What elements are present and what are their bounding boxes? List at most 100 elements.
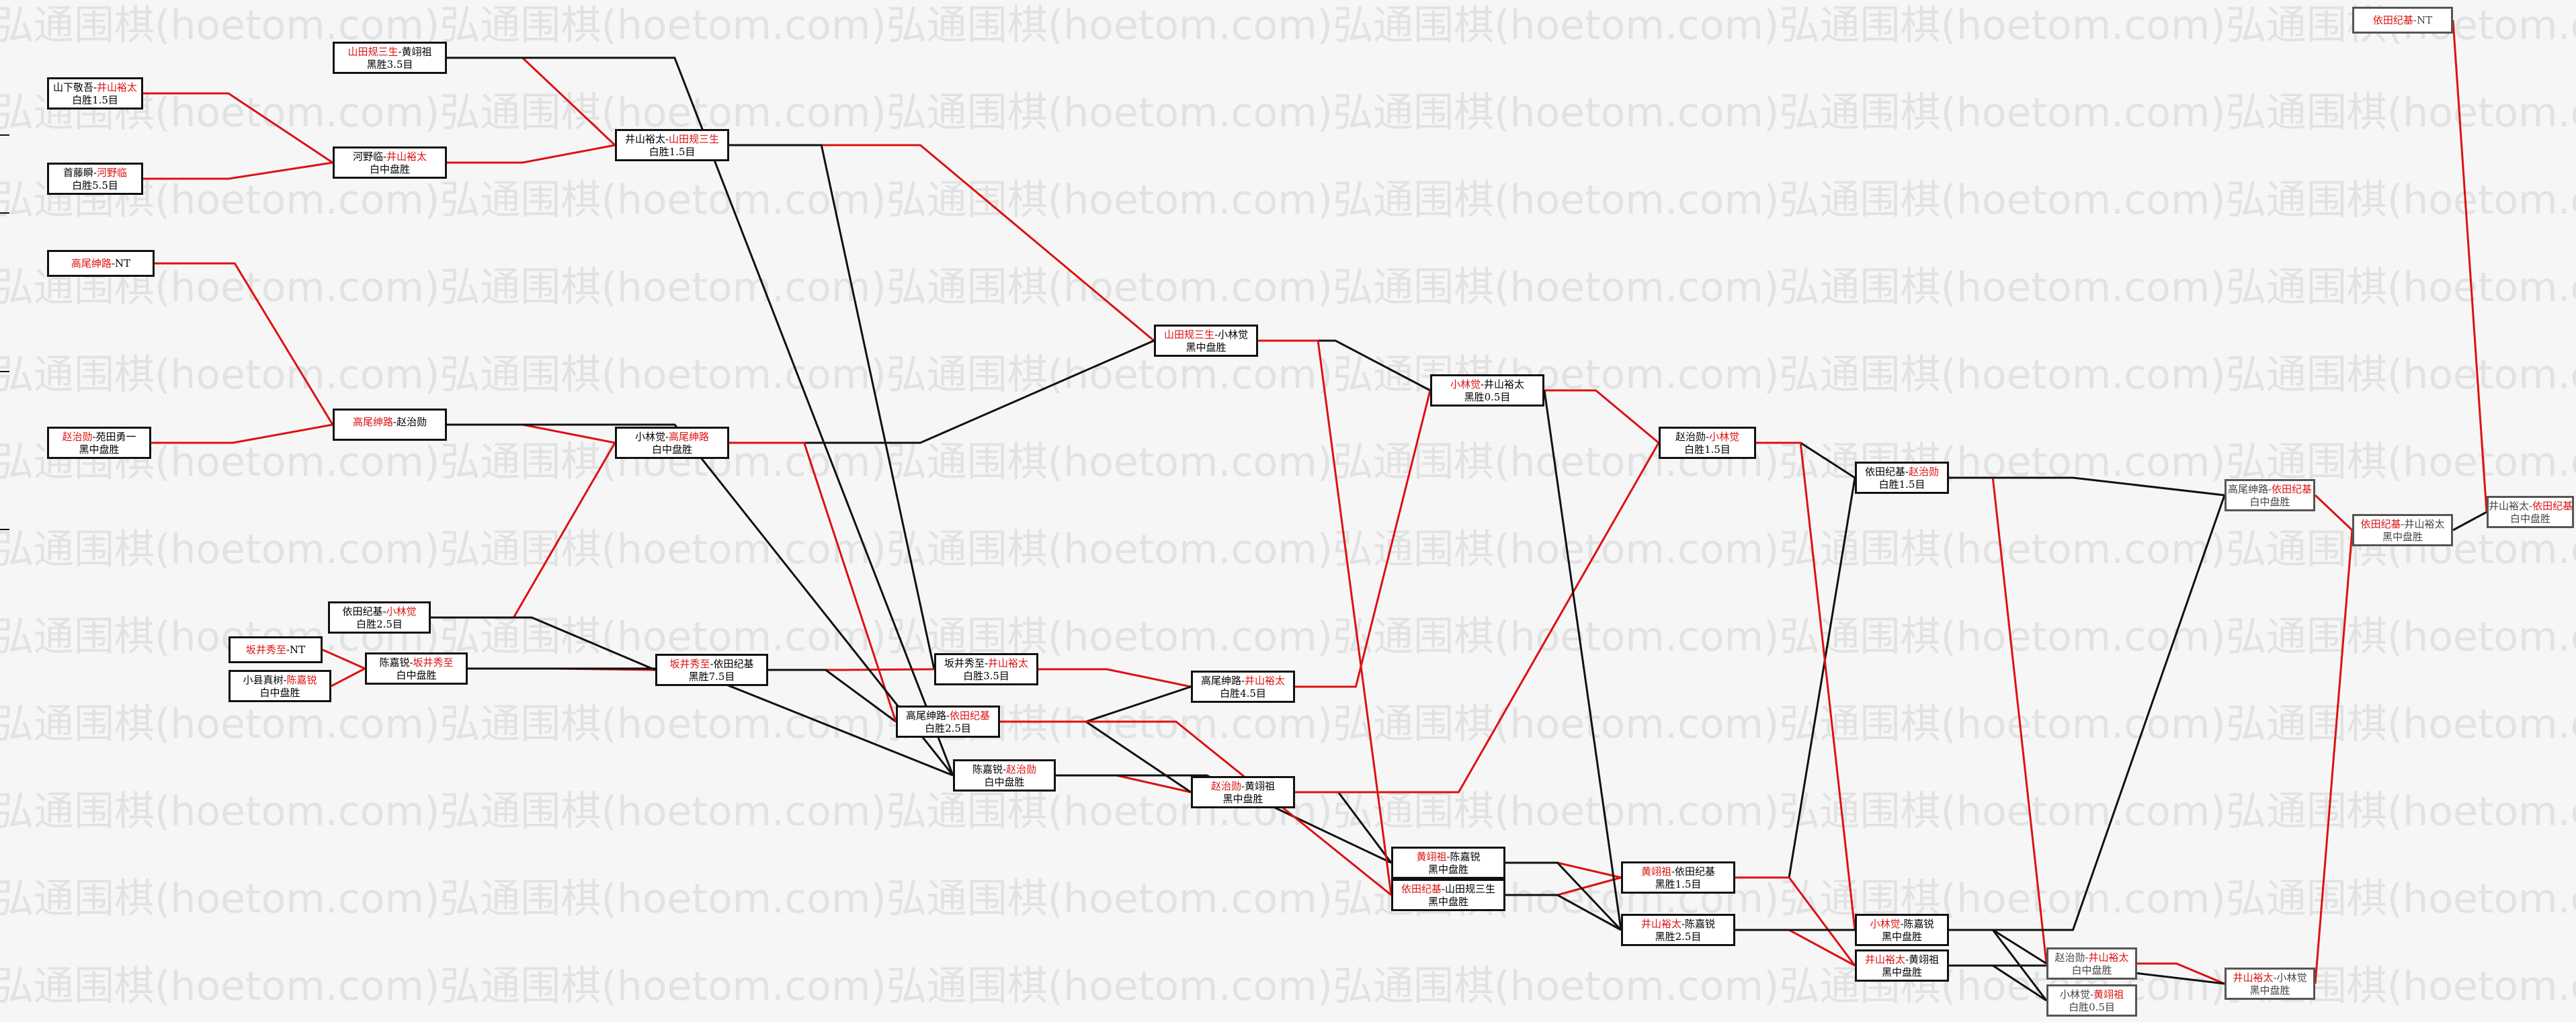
game-node[interactable]: 依田纪基-山田规三生 黑中盘胜 bbox=[1391, 879, 1505, 911]
black-player: 井山裕太 bbox=[1864, 953, 1905, 966]
black-player: 依田纪基 bbox=[1401, 883, 1442, 895]
game-node[interactable]: 井山裕太-陈嘉锐 黑胜2.5目 bbox=[1621, 914, 1735, 946]
white-player: 小林觉 bbox=[1709, 431, 1740, 443]
game-node[interactable]: 井山裕太-小林觉 黑中盘胜 bbox=[2225, 968, 2315, 1000]
game-players: 井山裕太-山田规三生 bbox=[617, 133, 727, 146]
game-node[interactable]: 依田纪基-赵治勋 白胜1.5目 bbox=[1855, 462, 1949, 494]
game-node[interactable]: 高尾绅路-赵治勋 bbox=[333, 409, 447, 441]
game-node[interactable]: 河野临-井山裕太 白中盘胜 bbox=[333, 146, 447, 179]
game-players: 河野临-井山裕太 bbox=[335, 151, 445, 163]
offscreen-link-stub bbox=[0, 134, 9, 136]
player-separator: - bbox=[1905, 466, 1909, 478]
game-node[interactable]: 小林觉-黄翊祖 白胜0.5目 bbox=[2046, 984, 2137, 1017]
bracket-link bbox=[1756, 441, 1856, 479]
game-players: 赵治勋-井山裕太 bbox=[2048, 951, 2135, 964]
game-node[interactable]: 小县真树-陈嘉锐 白中盘胜 bbox=[228, 670, 331, 702]
game-node[interactable]: 高尾绅路-井山裕太 白胜4.5目 bbox=[1191, 671, 1295, 703]
game-result: 白胜1.5目 bbox=[1684, 443, 1731, 456]
player-separator: - bbox=[2089, 988, 2094, 1000]
black-player: 小林觉 bbox=[634, 431, 665, 443]
game-result: 白胜1.5目 bbox=[72, 94, 118, 106]
game-node[interactable]: 陈嘉锐-赵治勋 白中盘胜 bbox=[953, 759, 1056, 792]
game-node[interactable]: 黄翊祖-依田纪基 黑胜1.5目 bbox=[1621, 861, 1735, 894]
white-player: 黄翊祖 bbox=[2093, 988, 2124, 1000]
game-result: 白中盘胜 bbox=[651, 443, 692, 456]
player-separator: - bbox=[1480, 378, 1485, 390]
game-node[interactable]: 陈嘉锐-坂井秀至 白中盘胜 bbox=[365, 652, 468, 685]
watermark-text: 弘通围棋(hoetom.com)弘通围棋(hoetom.com)弘通围棋(hoe… bbox=[0, 876, 2576, 923]
game-node[interactable]: 高尾绅路-NT bbox=[47, 250, 155, 277]
white-player: 河野临 bbox=[97, 167, 128, 179]
black-player: 依田纪基 bbox=[342, 605, 383, 618]
watermark-text: 弘通围棋(hoetom.com)弘通围棋(hoetom.com)弘通围棋(hoe… bbox=[0, 2, 2576, 49]
game-result: 黑中盘胜 bbox=[2382, 531, 2423, 543]
game-players: 赵治勋-黄翊祖 bbox=[1193, 780, 1293, 793]
game-node[interactable]: 山下敬吾-井山裕太 白胜1.5目 bbox=[47, 77, 143, 110]
black-player: 井山裕太 bbox=[1640, 918, 1681, 930]
bracket-link bbox=[1544, 389, 1659, 444]
game-node[interactable]: 小林觉-井山裕太 黑胜0.5目 bbox=[1430, 374, 1544, 407]
player-separator: - bbox=[2273, 972, 2277, 984]
bracket-link bbox=[322, 648, 366, 670]
game-node[interactable]: 小林觉-陈嘉锐 黑中盘胜 bbox=[1855, 914, 1949, 946]
game-node[interactable]: 坂井秀至-井山裕太 白胜3.5目 bbox=[934, 653, 1038, 685]
player-separator: - bbox=[93, 81, 97, 93]
game-node[interactable]: 高尾绅路-依田纪基 白胜2.5目 bbox=[896, 706, 1000, 738]
game-node[interactable]: 井山裕太-依田纪基 白中盘胜 bbox=[2487, 496, 2574, 528]
game-result: 黑胜7.5目 bbox=[688, 671, 735, 683]
game-node[interactable]: 依田纪基-井山裕太 黑中盘胜 bbox=[2352, 514, 2453, 546]
game-node[interactable]: 坂井秀至-依田纪基 黑胜7.5目 bbox=[655, 654, 768, 686]
game-node[interactable]: 依田纪基-NT bbox=[2352, 7, 2453, 34]
game-node[interactable]: 依田纪基-小林觉 白胜2.5目 bbox=[328, 601, 431, 634]
player-separator: - bbox=[2268, 483, 2272, 495]
white-player: NT bbox=[2416, 14, 2433, 26]
game-players: 高尾绅路-依田纪基 bbox=[898, 710, 998, 722]
game-players: 依田纪基-井山裕太 bbox=[2354, 518, 2451, 531]
white-player: 依田纪基 bbox=[1675, 865, 1716, 878]
game-node[interactable]: 坂井秀至-NT bbox=[228, 636, 323, 663]
game-node[interactable]: 井山裕太-山田规三生 白胜1.5目 bbox=[615, 129, 729, 161]
bracket-link bbox=[1949, 964, 2047, 1002]
bracket-link bbox=[1949, 476, 2225, 497]
game-players: 陈嘉锐-赵治勋 bbox=[955, 763, 1054, 776]
game-node[interactable]: 高尾绅路-依田纪基 白中盘胜 bbox=[2225, 479, 2315, 511]
game-players: 小林觉-井山裕太 bbox=[1432, 378, 1542, 391]
bracket-link bbox=[1000, 685, 1192, 723]
game-node[interactable]: 首藤瞬-河野临 白胜5.5目 bbox=[47, 163, 143, 195]
bracket-link bbox=[151, 423, 333, 444]
white-player: 苑田勇一 bbox=[95, 431, 136, 443]
bracket-link bbox=[1258, 339, 1393, 896]
game-node[interactable]: 小林觉-高尾绅路 白中盘胜 bbox=[615, 427, 729, 459]
game-node[interactable]: 赵治勋-井山裕太 白中盘胜 bbox=[2046, 947, 2137, 980]
game-node[interactable]: 赵治勋-黄翊祖 黑中盘胜 bbox=[1191, 776, 1295, 808]
game-node[interactable]: 山田规三生-黄翊祖 黑胜3.5目 bbox=[333, 42, 447, 74]
white-player: 黄翊祖 bbox=[1245, 780, 1276, 792]
bracket-link bbox=[431, 616, 656, 671]
white-player: 赵治勋 bbox=[1909, 466, 1940, 478]
black-player: 小林觉 bbox=[2059, 988, 2090, 1000]
black-player: 山田规三生 bbox=[1163, 329, 1214, 341]
player-separator: - bbox=[1705, 431, 1710, 443]
bracket-link bbox=[729, 339, 1155, 444]
game-node[interactable]: 黄翊祖-陈嘉锐 黑中盘胜 bbox=[1391, 847, 1505, 879]
black-player: 高尾绅路 bbox=[905, 710, 946, 722]
watermark-text: 弘通围棋(hoetom.com)弘通围棋(hoetom.com)弘通围棋(hoe… bbox=[0, 177, 2576, 224]
game-result: 白中盘胜 bbox=[2509, 513, 2550, 525]
bracket-link bbox=[2137, 962, 2225, 985]
bracket-link bbox=[729, 144, 1155, 342]
black-player: 陈嘉锐 bbox=[972, 763, 1003, 775]
black-player: 赵治勋 bbox=[62, 431, 93, 443]
game-players: 井山裕太-陈嘉锐 bbox=[1623, 918, 1733, 931]
game-node[interactable]: 赵治勋-苑田勇一 黑中盘胜 bbox=[47, 427, 151, 459]
white-player: 陈嘉锐 bbox=[1685, 918, 1716, 930]
black-player: 赵治勋 bbox=[1210, 780, 1241, 792]
game-node[interactable]: 井山裕太-黄翊祖 黑中盘胜 bbox=[1855, 949, 1949, 982]
bracket-link bbox=[1735, 929, 1856, 967]
black-player: 高尾绅路 bbox=[71, 257, 112, 269]
black-player: 山下敬吾 bbox=[52, 81, 93, 93]
watermark-text: 弘通围棋(hoetom.com)弘通围棋(hoetom.com)弘通围棋(hoe… bbox=[0, 701, 2576, 748]
game-node[interactable]: 赵治勋-小林觉 白胜1.5目 bbox=[1659, 427, 1756, 459]
game-players: 黄翊祖-陈嘉锐 bbox=[1393, 851, 1503, 863]
bracket-link bbox=[1756, 441, 1856, 931]
game-node[interactable]: 山田规三生-小林觉 黑中盘胜 bbox=[1154, 325, 1258, 357]
